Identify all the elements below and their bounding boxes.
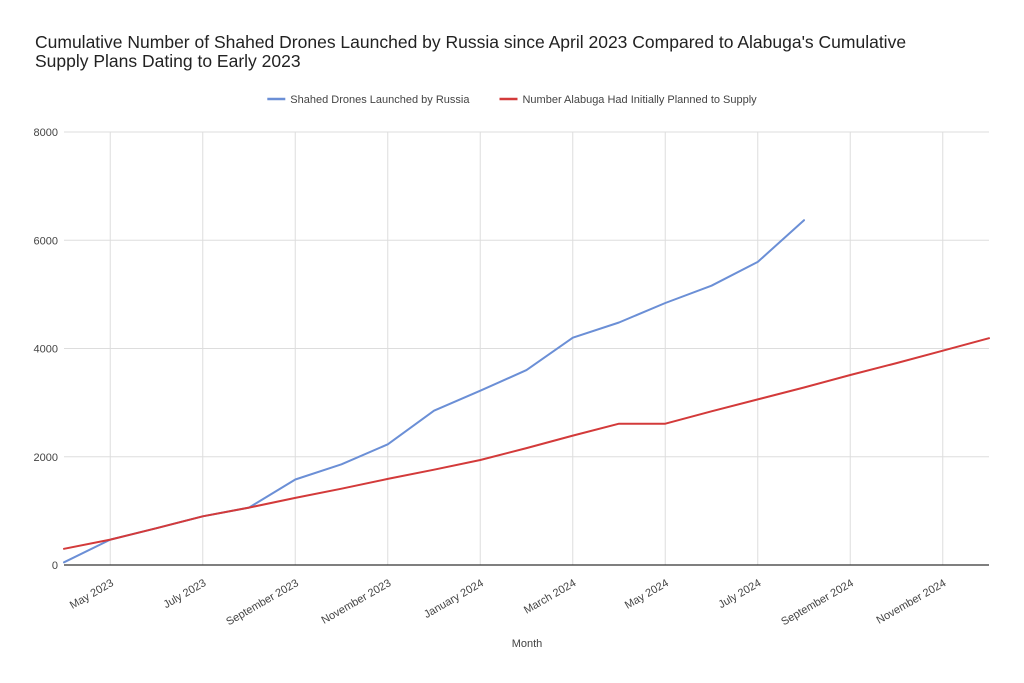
y-tick-label: 0 [52,560,58,572]
x-tick-label: May 2023 [68,577,116,612]
series-line-1 [63,219,805,564]
x-tick-label: January 2024 [422,577,486,621]
y-tick-label: 8000 [34,127,58,139]
x-tick-label: September 2024 [779,577,855,628]
x-axis-ticks: May 2023 July 2023 September 2023 November … [68,577,948,628]
chart-title-line-1: Cumulative Number of Shahed Drones Launc… [35,32,907,52]
x-tick-label: July 2023 [161,577,208,611]
chart-title-line-2: Supply Plans Dating to Early 2023 [35,51,301,71]
y-tick-label: 6000 [34,235,58,247]
series-group [63,219,990,564]
y-tick-label: 2000 [34,452,58,464]
x-tick-label: November 2024 [874,577,948,627]
x-tick-label: July 2024 [716,577,763,611]
x-tick-label: March 2024 [522,577,578,616]
legend-label-2: Number Alabuga Had Initially Planned to … [522,94,757,106]
legend-label-1: Shahed Drones Launched by Russia [290,94,470,106]
legend: Shahed Drones Launched by Russia Number A… [267,94,757,106]
x-axis-title: Month [512,638,543,650]
grid-lines [64,131,989,566]
x-tick-label: November 2023 [319,577,393,627]
y-axis-ticks: 0 2000 4000 6000 8000 [34,127,58,572]
x-tick-label: September 2023 [224,577,300,628]
series-line-2 [63,337,990,550]
chart-title: Cumulative Number of Shahed Drones Launc… [35,33,995,71]
x-tick-label: May 2024 [623,577,671,612]
y-tick-label: 4000 [34,344,58,356]
